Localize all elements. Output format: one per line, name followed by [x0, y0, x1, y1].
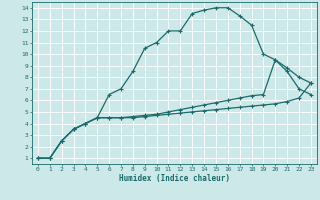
X-axis label: Humidex (Indice chaleur): Humidex (Indice chaleur): [119, 174, 230, 183]
